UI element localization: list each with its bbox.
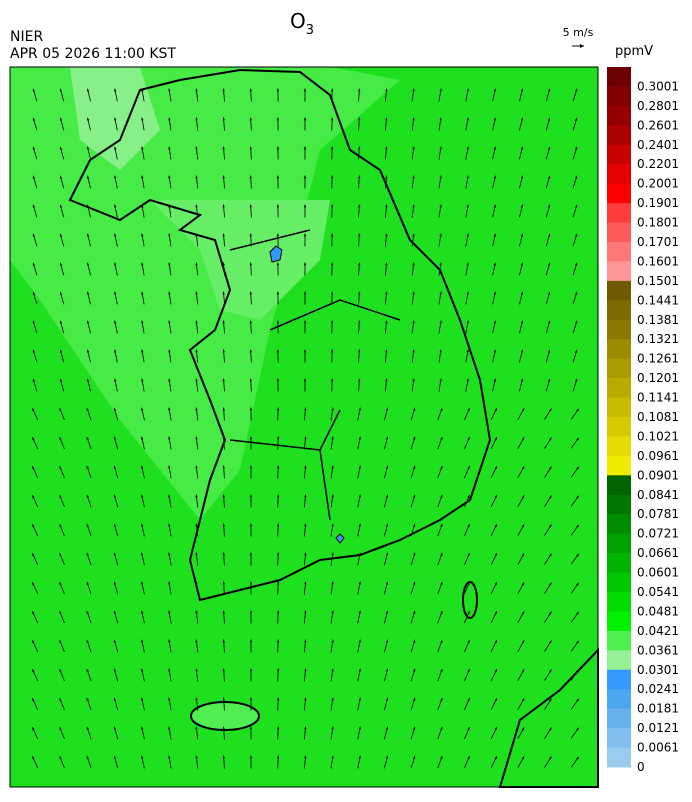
colorbar-label: 0.0241: [637, 682, 679, 696]
title-subscript: 3: [306, 23, 314, 38]
colorbar-label: 0.0481: [637, 604, 679, 618]
colorbar-label: 0.0901: [637, 468, 679, 482]
colorbar-bin: [607, 436, 631, 456]
colorbar-label: 0.0541: [637, 585, 679, 599]
colorbar-bin: [607, 242, 631, 262]
wind-scale-arrowhead: [580, 44, 584, 48]
colorbar-bin: [607, 514, 631, 534]
colorbar-label: 0.1141: [637, 391, 679, 405]
colorbar-bin: [607, 748, 631, 768]
colorbar-bin: [607, 86, 631, 106]
map-area: [10, 67, 598, 787]
colorbar-label: 0.0301: [637, 663, 679, 677]
colorbar-label: 0.0781: [637, 507, 679, 521]
colorbar-label: 0.0601: [637, 566, 679, 580]
colorbar-bin: [607, 689, 631, 709]
colorbar-bin: [607, 475, 631, 495]
colorbar-label: 0.1601: [637, 254, 679, 268]
colorbar-label: 0.2201: [637, 157, 679, 171]
wind-scale-label: 5 m/s: [563, 26, 594, 39]
colorbar-bin: [607, 223, 631, 243]
colorbar-bin: [607, 728, 631, 748]
colorbar-label: 0.2801: [637, 99, 679, 113]
colorbar-label: 0.0661: [637, 546, 679, 560]
colorbar-label: 0.0361: [637, 643, 679, 657]
colorbar-label: 0.0061: [637, 741, 679, 755]
colorbar-bin: [607, 650, 631, 670]
colorbar: 0.3001 0.2801 0.2601 0.2401 0.2201 0.2001 0.19…: [607, 67, 679, 774]
colorbar-bin: [607, 553, 631, 573]
colorbar-label: 0.1021: [637, 429, 679, 443]
colorbar-label: 0.1081: [637, 410, 679, 424]
colorbar-label: 0.0721: [637, 527, 679, 541]
colorbar-bin: [607, 184, 631, 204]
colorbar-label: 0.0421: [637, 624, 679, 638]
colorbar-bin: [607, 359, 631, 379]
colorbar-bin: [607, 417, 631, 437]
colorbar-bin: [607, 573, 631, 593]
colorbar-bin: [607, 670, 631, 690]
colorbar-bin: [607, 709, 631, 729]
colorbar-bin: [607, 398, 631, 418]
title: O3: [290, 9, 314, 38]
title-text: O: [290, 9, 306, 33]
colorbar-label: 0.1381: [637, 313, 679, 327]
colorbar-unit: ppmV: [615, 44, 653, 59]
colorbar-label: 0.0961: [637, 449, 679, 463]
colorbar-bin: [607, 378, 631, 398]
colorbar-label: 0.1441: [637, 293, 679, 307]
colorbar-bin: [607, 495, 631, 515]
colorbar-bin: [607, 203, 631, 223]
colorbar-label: 0.2601: [637, 118, 679, 132]
colorbar-bin: [607, 261, 631, 281]
colorbar-bin: [607, 67, 631, 87]
colorbar-label: 0.1321: [637, 332, 679, 346]
colorbar-bin: [607, 320, 631, 340]
timestamp: APR 05 2026 11:00 KST: [10, 46, 176, 62]
colorbar-bin: [607, 125, 631, 145]
jeju-island: [191, 702, 259, 730]
colorbar-label: 0.0121: [637, 721, 679, 735]
colorbar-bin: [607, 631, 631, 651]
colorbar-label: 0.1901: [637, 196, 679, 210]
colorbar-label: 0.3001: [637, 79, 679, 93]
colorbar-label: 0.1801: [637, 216, 679, 230]
colorbar-label: 0.0841: [637, 488, 679, 502]
colorbar-label: 0: [637, 760, 645, 774]
agency: NIER: [10, 29, 43, 45]
colorbar-bin: [607, 592, 631, 612]
colorbar-bin: [607, 106, 631, 126]
colorbar-bin: [607, 300, 631, 320]
colorbar-label: 0.2001: [637, 177, 679, 191]
colorbar-bin: [607, 534, 631, 554]
colorbar-bin: [607, 339, 631, 359]
colorbar-label: 0.2401: [637, 138, 679, 152]
colorbar-bin: [607, 145, 631, 165]
colorbar-bin: [607, 611, 631, 631]
colorbar-label: 0.1201: [637, 371, 679, 385]
colorbar-bin: [607, 164, 631, 184]
colorbar-bin: [607, 456, 631, 476]
colorbar-label: 0.1501: [637, 274, 679, 288]
colorbar-label: 0.1261: [637, 352, 679, 366]
colorbar-bin: [607, 281, 631, 301]
colorbar-label: 0.1701: [637, 235, 679, 249]
colorbar-label: 0.0181: [637, 702, 679, 716]
